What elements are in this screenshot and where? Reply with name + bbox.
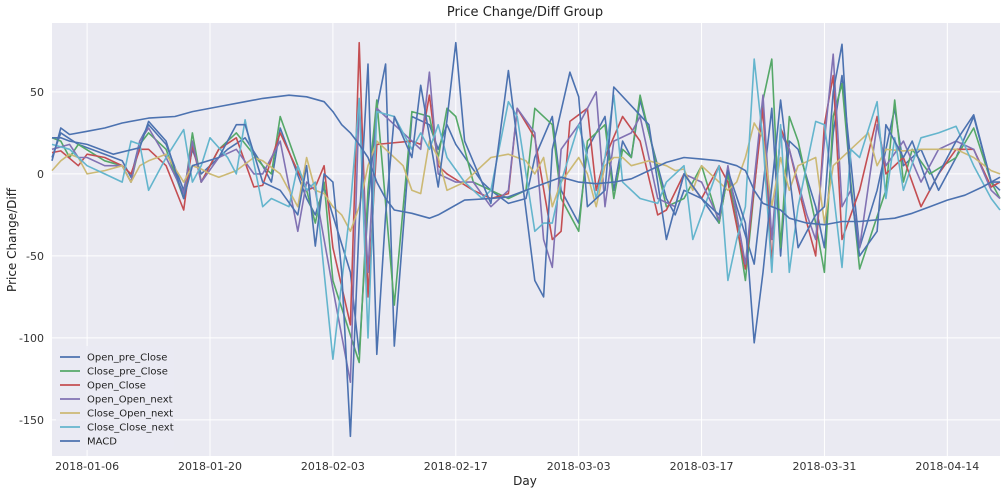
axis-ticks: 50 0 -50 -100 -150 2018-01-06 2018-01-20 2018-0…: [19, 86, 979, 473]
series-line-macd: [51, 94, 1001, 226]
y-axis-label: Price Change/Diff: [5, 187, 19, 292]
x-tick-label: 2018-03-31: [792, 460, 856, 473]
legend: Open_pre_Close Close_pre_Close Open_Close O…: [56, 346, 174, 450]
y-tick-label: -100: [19, 332, 44, 345]
legend-label: Close_Open_next: [87, 409, 173, 420]
x-tick-label: 2018-02-17: [424, 460, 488, 473]
series-line-open-open-next: [51, 53, 1001, 384]
legend-label: Close_pre_Close: [87, 367, 168, 378]
y-tick-label: -50: [26, 250, 44, 263]
x-tick-label: 2018-03-17: [670, 460, 734, 473]
x-axis-label: Day: [513, 474, 537, 488]
legend-label: Close_Close_next: [87, 423, 174, 434]
y-tick-label: -150: [19, 414, 44, 427]
x-tick-label: 2018-04-14: [915, 460, 979, 473]
y-tick-label: 50: [30, 86, 44, 99]
legend-label: Open_pre_Close: [87, 353, 167, 364]
y-tick-label: 0: [37, 168, 44, 181]
series-lines: [51, 41, 1001, 438]
series-line-close-open-next: [51, 122, 1001, 233]
x-tick-label: 2018-01-06: [55, 460, 119, 473]
x-tick-label: 2018-03-03: [547, 460, 611, 473]
legend-label: Open_Close: [87, 381, 146, 392]
legend-label: Open_Open_next: [87, 395, 173, 406]
legend-label: MACD: [87, 437, 117, 448]
series-line-unlabeled: [52, 41, 1000, 438]
x-tick-label: 2018-01-20: [178, 460, 242, 473]
x-tick-label: 2018-02-03: [301, 460, 365, 473]
chart-title: Price Change/Diff Group: [447, 5, 603, 20]
legend-box: [56, 346, 174, 450]
